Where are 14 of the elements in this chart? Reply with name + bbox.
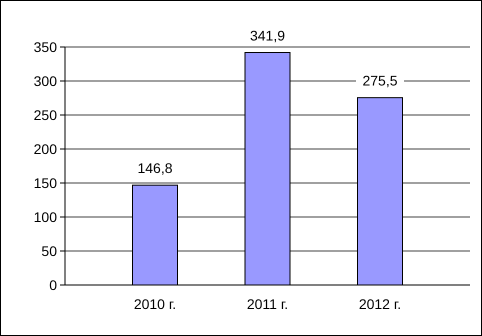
- x-tick-label: 2011 г.: [246, 296, 288, 312]
- y-tick-label: 200: [34, 140, 58, 157]
- y-tick-label: 300: [34, 72, 58, 89]
- data-label: 275,5: [362, 72, 398, 89]
- data-label: 146,8: [137, 160, 173, 176]
- y-tick-label: 350: [34, 38, 58, 55]
- data-label: 341,9: [250, 28, 286, 44]
- x-tick-label: 2010 г.: [134, 296, 176, 312]
- y-tick-label: 100: [34, 208, 58, 225]
- y-tick-label: 150: [34, 174, 58, 191]
- x-tick-label: 2012 г.: [358, 296, 402, 312]
- y-tick-label: 250: [34, 106, 58, 123]
- y-tick-label: 0: [49, 276, 58, 293]
- y-tick-label: 50: [41, 242, 58, 259]
